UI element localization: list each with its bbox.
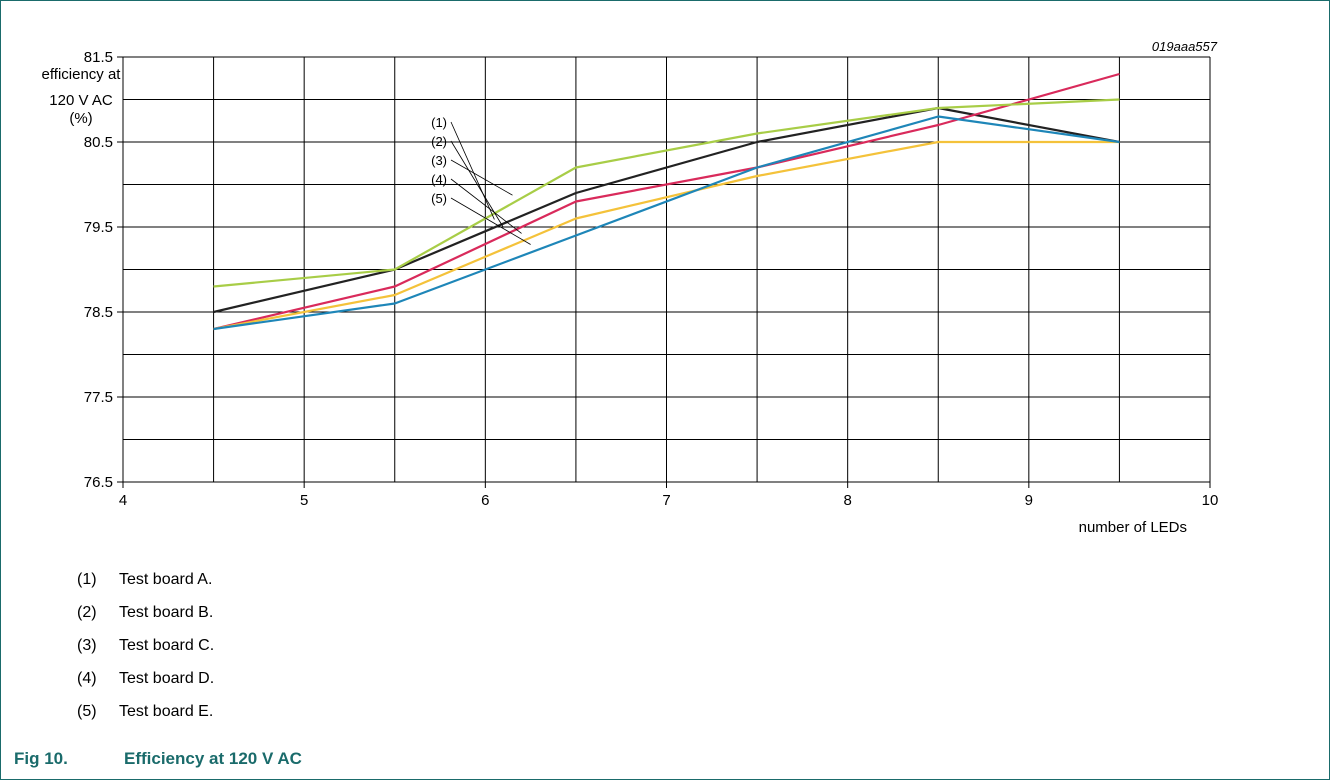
note-text: Test board B. (119, 604, 214, 621)
x-tick-label: 8 (843, 492, 851, 509)
series-callout-label: (2) (431, 134, 447, 149)
x-tick-label: 5 (300, 492, 308, 509)
note-item: (5) Test board E. (77, 702, 214, 735)
figure-caption: Fig 10. Efficiency at 120 V AC (14, 749, 302, 769)
y-axis-label-line2: 120 V AC (49, 92, 113, 109)
x-tick-label: 7 (662, 492, 670, 509)
note-marker: (2) (77, 604, 97, 621)
y-tick-label: 81.5 (84, 49, 113, 66)
note-item: (2) Test board B. (77, 603, 214, 636)
note-item: (4) Test board D. (77, 669, 214, 702)
note-text: Test board A. (119, 571, 213, 588)
series-callout-label: (5) (431, 191, 447, 206)
note-text: Test board C. (119, 637, 215, 654)
callout-leader-line (450, 178, 522, 234)
tick-labels: 4 5 6 7 8 9 10 76.5 77.5 78.5 79.5 80.5 81.5 (84, 49, 1219, 509)
figure-title: Efficiency at 120 V AC (124, 749, 302, 768)
series-callout-label: (1) (431, 115, 447, 130)
note-marker: (4) (77, 670, 97, 687)
x-tick-label: 6 (481, 492, 489, 509)
y-axis-label-line3: (%) (69, 110, 92, 127)
note-marker: (3) (77, 637, 97, 654)
series-line-1 (213, 106, 1120, 314)
callout-leader-line (450, 121, 495, 220)
series-callout-label: (4) (431, 172, 447, 187)
series-callouts: (1) (2) (3) (4) (5) (431, 115, 531, 245)
series-callout-label: (3) (431, 153, 447, 168)
x-tick-label: 4 (119, 492, 127, 509)
series-line-4 (213, 140, 1120, 331)
figure-id: 019aaa557 (1152, 39, 1218, 54)
note-text: Test board E. (119, 703, 214, 720)
callout-leader-line (450, 197, 531, 245)
y-tick-label: 76.5 (84, 474, 113, 491)
x-tick-label: 9 (1025, 492, 1033, 509)
y-tick-label: 79.5 (84, 219, 113, 236)
grid (117, 56, 1211, 488)
callout-leader-line (450, 159, 513, 196)
y-tick-label: 77.5 (84, 389, 113, 406)
note-text: Test board D. (119, 670, 215, 687)
note-marker: (1) (77, 571, 97, 588)
notes-list: (1) Test board A. (2) Test board B. (3) Tes… (77, 570, 214, 735)
series-line-3 (213, 98, 1120, 288)
series-lines (213, 72, 1120, 331)
x-axis-label: number of LEDs (1079, 519, 1187, 536)
note-marker: (5) (77, 703, 97, 720)
figure-number: Fig 10. (14, 749, 68, 768)
y-tick-label: 80.5 (84, 134, 113, 151)
series-line-2 (213, 72, 1120, 331)
series-line-5 (213, 115, 1120, 331)
y-axis-label-line1: efficiency at (42, 66, 122, 83)
note-item: (1) Test board A. (77, 570, 214, 603)
note-item: (3) Test board C. (77, 636, 214, 669)
x-tick-label: 10 (1202, 492, 1219, 509)
y-tick-label: 78.5 (84, 304, 113, 321)
